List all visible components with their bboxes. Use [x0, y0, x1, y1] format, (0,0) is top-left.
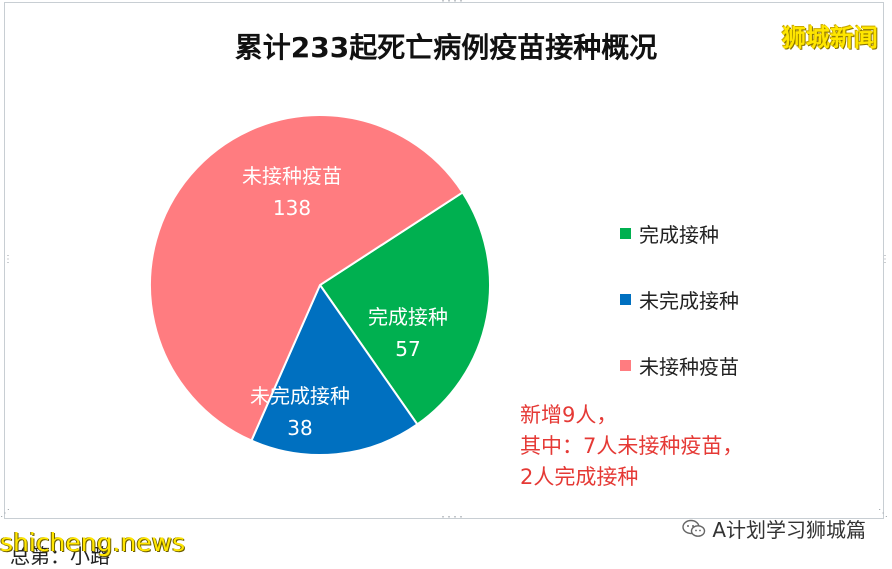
chart-title: 累计233起死亡病例疫苗接种概况: [234, 31, 658, 64]
resize-handle-bottom[interactable]: ····: [440, 512, 465, 523]
slice-value-unvaccinated: 138: [273, 196, 311, 220]
legend-label-incomplete: 未完成接种: [639, 288, 739, 313]
legend-item-unvaccinated: 未接种疫苗: [620, 332, 739, 398]
resize-handle-left[interactable]: ⋮: [3, 254, 13, 265]
slice-value-incomplete: 38: [287, 416, 312, 440]
slice-label-incomplete: 未完成接种: [250, 384, 350, 408]
annotation-line-2: 其中：7人未接种疫苗，: [520, 434, 744, 458]
resize-handle-corner[interactable]: ⋰: [0, 508, 10, 519]
pie-slice-incomplete: [250, 282, 419, 456]
wechat-icon: [682, 519, 706, 537]
pie-slice-unvaccinated: [149, 114, 464, 442]
annotation-line-1: 新增9人，: [520, 403, 618, 427]
watermark-bottom-right-text: A计划学习狮城篇: [712, 518, 866, 542]
slice-label-completed: 完成接种: [368, 305, 448, 329]
resize-handle-corner-right[interactable]: ⋱: [878, 508, 888, 519]
watermark-top-right: 狮城新闻: [782, 24, 878, 52]
legend-label-completed: 完成接种: [639, 222, 719, 247]
pie-slice-completed: [318, 191, 491, 426]
chart-frame: [4, 2, 884, 519]
resize-handle-right[interactable]: ⋮: [880, 254, 890, 265]
legend-swatch-completed: [620, 227, 631, 239]
legend-item-incomplete: 未完成接种: [620, 266, 739, 332]
slice-value-completed: 57: [395, 337, 420, 361]
legend-swatch-unvaccinated: [620, 359, 631, 371]
slice-label-unvaccinated: 未接种疫苗: [242, 164, 342, 188]
annotation-line-3: 2人完成接种: [520, 465, 639, 489]
annotation-note: 新增9人， 其中：7人未接种疫苗， 2人完成接种: [520, 400, 743, 493]
legend-label-unvaccinated: 未接种疫苗: [639, 354, 739, 379]
watermark-bottom-right: A计划学习狮城篇: [682, 514, 866, 543]
legend-item-completed: 完成接种: [620, 200, 739, 266]
resize-handle-top[interactable]: ····: [440, 0, 465, 7]
legend-swatch-incomplete: [620, 293, 631, 305]
legend: 完成接种 未完成接种 未接种疫苗: [620, 200, 739, 398]
watermark-bottom-left: shicheng.news: [0, 528, 186, 557]
